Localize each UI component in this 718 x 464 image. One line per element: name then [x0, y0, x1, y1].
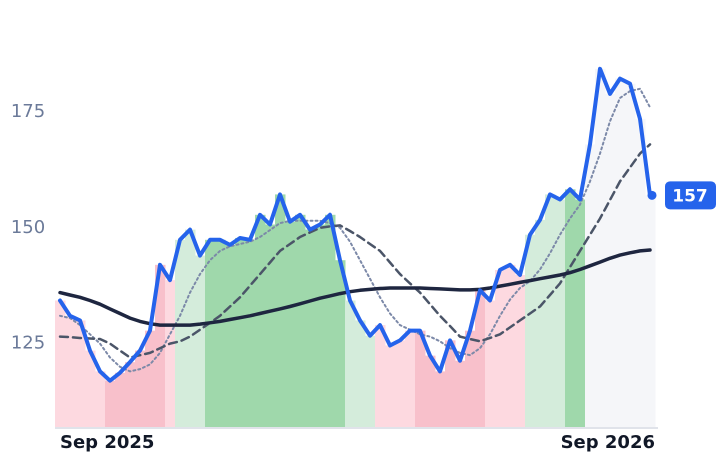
- regime-column: [225, 244, 236, 427]
- regime-column: [65, 315, 76, 427]
- regime-column: [215, 239, 226, 427]
- regime-column: [155, 264, 166, 427]
- regime-column: [185, 229, 196, 427]
- regime-column: [265, 224, 276, 427]
- regime-column: [125, 362, 136, 427]
- y-tick-label: 150: [11, 217, 45, 238]
- regime-column: [275, 194, 286, 427]
- x-tick-label: Sep 2026: [561, 432, 655, 453]
- regime-column: [335, 260, 346, 427]
- regime-column: [575, 199, 586, 427]
- regime-column: [555, 199, 566, 427]
- regime-column: [305, 229, 316, 427]
- regime-column: [585, 144, 596, 427]
- regime-column: [525, 234, 536, 427]
- last-price-dot: [647, 190, 657, 200]
- regime-column: [405, 330, 416, 427]
- regime-column: [645, 195, 656, 427]
- regime-column: [165, 280, 176, 427]
- regime-column: [375, 325, 386, 427]
- regime-column: [615, 78, 626, 427]
- regime-column: [255, 214, 266, 427]
- regime-column: [425, 355, 436, 427]
- moving-average-line: [58, 248, 652, 327]
- regime-column: [545, 194, 556, 427]
- regime-column: [85, 350, 96, 427]
- regime-column: [495, 269, 506, 427]
- regime-column: [505, 264, 516, 427]
- regime-column: [475, 290, 486, 427]
- regime-column: [295, 214, 306, 427]
- regime-column: [145, 330, 156, 427]
- regime-column: [415, 330, 426, 427]
- regime-column: [435, 371, 446, 427]
- regime-column: [285, 221, 296, 427]
- regime-column: [315, 224, 326, 427]
- regime-column: [345, 300, 356, 427]
- regime-column: [205, 239, 216, 427]
- regime-column: [105, 380, 116, 427]
- regime-column: [535, 219, 546, 427]
- y-tick-label: 125: [11, 333, 45, 354]
- regime-column: [365, 335, 376, 427]
- y-tick-label: 175: [11, 101, 45, 122]
- regime-column: [115, 372, 126, 427]
- regime-column: [355, 320, 366, 427]
- regime-column: [485, 300, 496, 427]
- regime-column: [55, 300, 66, 427]
- last-price-badge: [665, 181, 716, 210]
- regime-column: [95, 371, 106, 427]
- regime-column: [465, 330, 476, 427]
- regime-column: [625, 83, 636, 428]
- regime-column: [455, 360, 466, 427]
- regime-column: [635, 118, 646, 427]
- regime-column: [565, 189, 576, 427]
- x-tick-label: Sep 2025: [60, 432, 154, 453]
- regime-column: [245, 239, 256, 427]
- regime-column: [195, 255, 206, 427]
- regime-column: [445, 340, 456, 427]
- last-price-label: 157: [672, 186, 708, 206]
- regime-column: [395, 340, 406, 427]
- moving-average-line: [58, 143, 652, 359]
- regime-column: [515, 275, 526, 427]
- regime-column: [75, 320, 86, 427]
- regime-column: [175, 239, 186, 427]
- regime-column: [595, 68, 606, 428]
- moving-average-line: [59, 87, 651, 373]
- regime-column: [235, 237, 246, 427]
- regime-column: [605, 93, 616, 427]
- regime-column: [385, 345, 396, 427]
- price-line: [58, 66, 652, 383]
- regime-column: [135, 350, 146, 427]
- regime-column: [325, 214, 336, 427]
